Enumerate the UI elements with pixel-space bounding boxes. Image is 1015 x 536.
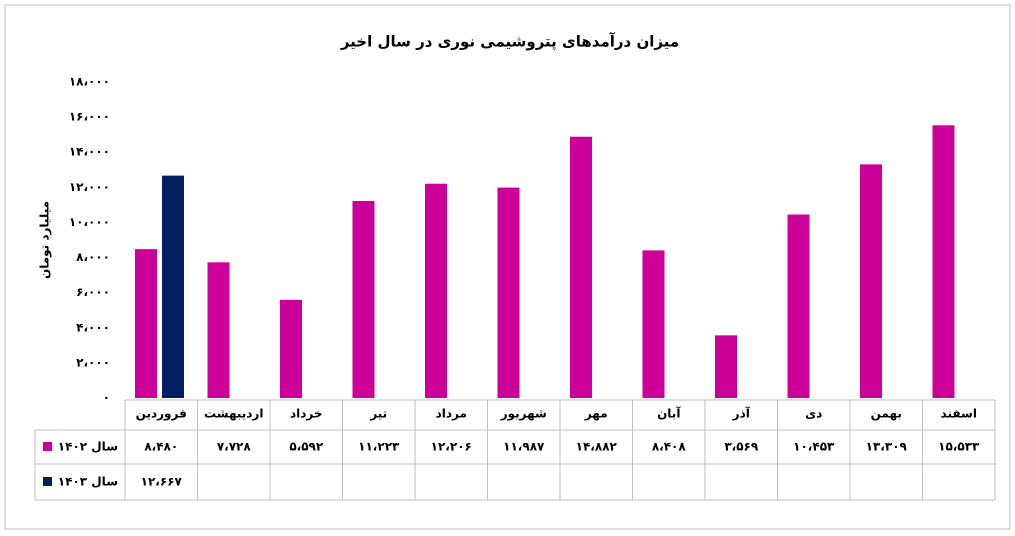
y-tick-label: ۴،۰۰۰ [76,320,110,334]
bar [280,299,302,398]
data-table-value: ۵،۵۹۲ [289,440,324,454]
bar [497,187,520,398]
y-tick-label: ۱۲،۰۰۰ [69,180,110,194]
data-table-value: ۸،۴۸۰ [144,440,178,454]
y-tick-label: ۶،۰۰۰ [76,285,110,299]
legend-label: سال ۱۴۰۳ [58,475,118,489]
data-table-value: ۱۳،۳۰۹ [866,440,908,454]
x-tick-label: دی [805,407,822,421]
x-tick-label: آبان [657,406,681,421]
y-tick-label: ۸،۰۰۰ [76,250,110,264]
data-table-value: ۱۱،۹۸۷ [503,440,545,454]
x-tick-label: شهریور [500,407,547,422]
y-axis-label: میلیارد تومان [38,201,53,279]
bar [352,200,375,398]
bar [860,164,882,398]
bar [642,250,665,398]
chart-title: میزان درآمدهای پتروشیمی نوری در سال اخیر [340,33,679,52]
bar [787,214,810,398]
bar [715,335,737,398]
x-tick-label: آذر [732,406,751,421]
legend-swatch [43,442,52,451]
y-tick-label: ۱۰،۰۰۰ [69,215,110,229]
legend-swatch [43,477,52,486]
y-tick-label: ۱۴،۰۰۰ [69,145,110,159]
data-table-value: ۳،۵۶۹ [724,440,759,454]
y-tick-label: ۱۸،۰۰۰ [69,75,110,89]
x-tick-label: مرداد [436,407,467,421]
x-tick-label: مهر [584,407,608,421]
x-tick-label: تیر [369,407,387,421]
data-table-value: ۸،۴۰۸ [652,440,687,454]
y-tick-label: ۱۶،۰۰۰ [69,110,110,124]
data-table-value: ۱۲،۲۰۶ [431,440,472,454]
bar [932,125,955,398]
data-table-value: ۱۲،۶۶۷ [141,475,183,489]
bar [570,136,592,398]
y-tick-label: ۰ [103,391,110,405]
data-table-value: ۱۵،۵۳۳ [938,440,980,454]
x-tick-label: اسفند [941,407,977,421]
bar [162,175,184,398]
bar [207,262,230,398]
y-tick-label: ۲،۰۰۰ [76,355,110,369]
x-tick-label: خرداد [290,407,323,421]
x-tick-label: اردیبهشت [204,407,263,421]
bar [425,183,447,398]
x-tick-label: بهمن [871,407,902,421]
data-table-value: ۱۴،۸۸۲ [576,440,618,454]
x-tick-label: فروردین [136,407,187,422]
legend-label: سال ۱۴۰۲ [58,440,118,454]
bar [135,249,157,398]
data-table-value: ۷،۷۲۸ [217,440,252,454]
data-table-value: ۱۱،۲۲۳ [358,440,400,454]
data-table-value: ۱۰،۴۵۳ [793,440,835,454]
